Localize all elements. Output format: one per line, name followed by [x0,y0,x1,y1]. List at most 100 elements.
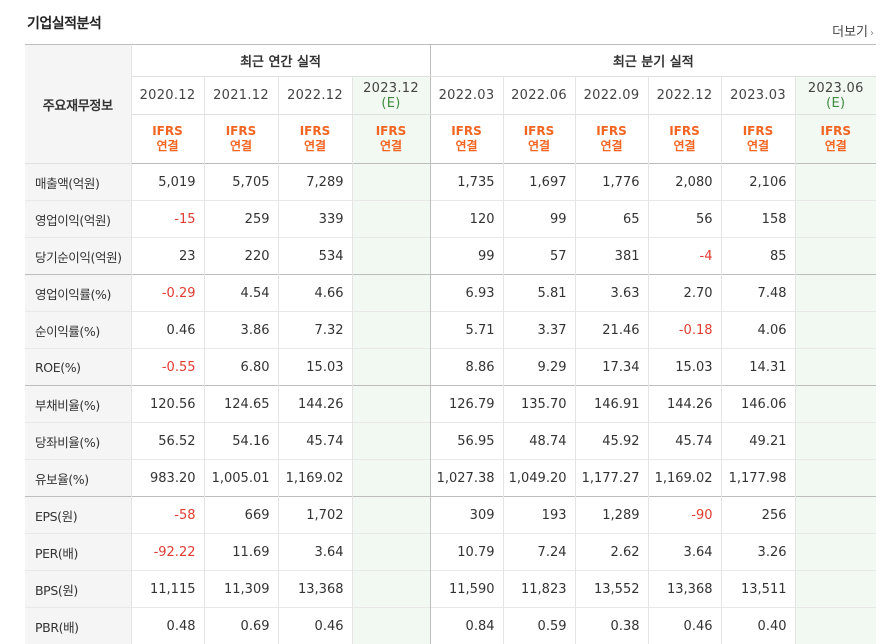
table-cell: 158 [721,201,795,238]
table-cell: 0.69 [204,608,278,644]
table-cell: 135.70 [503,386,575,423]
table-cell: 11.69 [204,534,278,571]
table-cell: 2.70 [648,275,721,312]
period-header: 2023.03 [721,77,795,115]
std-top: IFRS [152,124,183,138]
row-label: 영업이익(억원) [25,201,131,238]
table-cell: 220 [204,238,278,275]
table-cell: 45.74 [648,423,721,460]
period-label: 2022.09 [584,88,640,103]
table-cell: 1,697 [503,164,575,201]
row-label: ROE(%) [25,349,131,386]
more-label: 더보기 [832,25,868,40]
table-cell: -0.29 [131,275,204,312]
table-cell: 2,080 [648,164,721,201]
table-cell: 6.93 [430,275,503,312]
estimate-mark: (E) [381,96,400,111]
annual-group-header: 최근 연간 실적 [131,45,430,77]
table-cell: -58 [131,497,204,534]
row-label: BPS(원) [25,571,131,608]
table-cell: 45.74 [278,423,352,460]
table-cell: 669 [204,497,278,534]
table-cell: 13,368 [648,571,721,608]
table-cell [352,349,430,386]
table-cell: 13,511 [721,571,795,608]
table-cell: 56 [648,201,721,238]
std-top: IFRS [596,124,627,138]
table-cell [352,497,430,534]
std-top: IFRS [820,124,851,138]
period-label: 2022.12 [287,88,343,103]
table-cell: 124.65 [204,386,278,423]
period-label: 2022.03 [439,88,495,103]
table-cell: 3.26 [721,534,795,571]
row-label: PBR(배) [25,608,131,644]
table-cell: 56.95 [430,423,503,460]
std-bottom: 연결 [673,139,695,153]
table-cell: 1,177.98 [721,460,795,497]
table-cell [352,386,430,423]
std-bottom: 연결 [304,139,326,153]
table-cell: 1,702 [278,497,352,534]
std-bottom: 연결 [156,139,178,153]
row-label: 당좌비율(%) [25,423,131,460]
std-top: IFRS [743,124,774,138]
table-cell: 15.03 [648,349,721,386]
table-cell: 1,027.38 [430,460,503,497]
table-cell: 5.81 [503,275,575,312]
table-cell: 1,169.02 [648,460,721,497]
table-cell: 3.64 [648,534,721,571]
more-link[interactable]: 더보기› [832,21,874,40]
table-cell: 99 [430,238,503,275]
period-header: 2021.12 [204,77,278,115]
table-cell: 534 [278,238,352,275]
table-cell: 1,169.02 [278,460,352,497]
std-bottom: 연결 [230,139,252,153]
period-label: 2022.12 [657,88,713,103]
table-cell: 99 [503,201,575,238]
period-label: 2020.12 [140,88,196,103]
table-cell: 0.38 [575,608,648,644]
table-cell: -90 [648,497,721,534]
table-cell [352,423,430,460]
table-cell: 0.84 [430,608,503,644]
std-bottom: 연결 [747,139,769,153]
chevron-right-icon: › [870,28,874,39]
table-cell [352,201,430,238]
table-cell: 56.52 [131,423,204,460]
std-top: IFRS [300,124,331,138]
period-header: 2022.09 [575,77,648,115]
table-cell: 14.31 [721,349,795,386]
table-cell: 4.54 [204,275,278,312]
row-label: 순이익률(%) [25,312,131,349]
estimate-mark: (E) [826,96,845,111]
table-cell [352,608,430,644]
table-cell: 23 [131,238,204,275]
std-top: IFRS [524,124,555,138]
table-cell: 3.63 [575,275,648,312]
table-cell: -92.22 [131,534,204,571]
row-label: 유보율(%) [25,460,131,497]
row-label: PER(배) [25,534,131,571]
table-cell: -0.18 [648,312,721,349]
period-header: 2023.12(E) [352,77,430,115]
table-cell: 256 [721,497,795,534]
table-cell: 65 [575,201,648,238]
table-cell [352,460,430,497]
table-cell: -15 [131,201,204,238]
table-cell [352,571,430,608]
row-header-label: 주요재무정보 [25,45,131,164]
table-cell: 17.34 [575,349,648,386]
table-cell: 0.40 [721,608,795,644]
table-cell: 146.06 [721,386,795,423]
table-cell [352,164,430,201]
